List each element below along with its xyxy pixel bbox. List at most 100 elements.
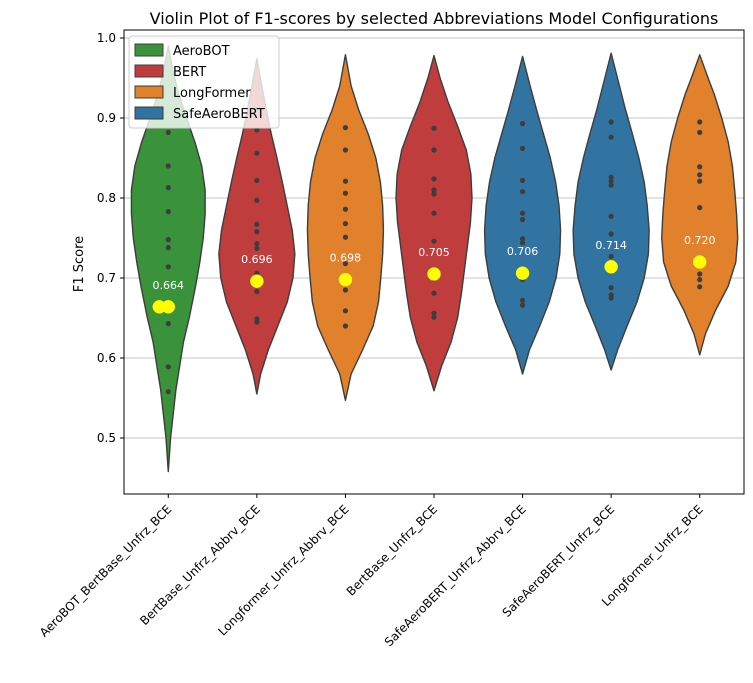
- legend-label: BERT: [173, 65, 206, 80]
- data-point: [608, 292, 614, 298]
- data-point: [697, 178, 703, 184]
- mean-marker: [692, 255, 707, 269]
- data-point: [254, 289, 260, 295]
- data-point: [165, 163, 171, 169]
- data-point: [697, 277, 703, 283]
- data-point: [165, 185, 171, 191]
- data-point: [431, 310, 437, 316]
- y-axis-label: F1 Score: [72, 236, 87, 292]
- data-point: [165, 364, 171, 370]
- data-point: [165, 264, 171, 270]
- data-point: [431, 176, 437, 182]
- mean-marker: [427, 267, 441, 281]
- data-point: [608, 134, 614, 140]
- data-point: [431, 210, 437, 216]
- mean-label: 0.698: [330, 252, 362, 265]
- data-point: [254, 150, 260, 156]
- data-point: [519, 302, 526, 308]
- legend-swatch: [134, 106, 164, 120]
- data-point: [254, 245, 260, 251]
- data-point: [519, 121, 526, 127]
- data-point: [254, 241, 260, 247]
- data-point: [165, 209, 171, 215]
- data-point: [342, 178, 349, 184]
- y-tick-label: 0.6: [97, 351, 116, 365]
- mean-label: 0.696: [241, 253, 273, 266]
- violin-body: [661, 54, 739, 356]
- mean-marker: [604, 260, 618, 274]
- data-point: [254, 221, 260, 227]
- data-point: [431, 290, 437, 296]
- data-point: [254, 127, 260, 133]
- data-point: [519, 145, 526, 151]
- y-tick-label: 1.0: [97, 31, 116, 45]
- legend-label: SafeAeroBERT: [173, 107, 265, 122]
- legend-label: LongFormer: [173, 86, 251, 101]
- data-point: [431, 238, 437, 244]
- data-point: [519, 297, 526, 303]
- data-point: [608, 174, 614, 180]
- data-point: [165, 129, 171, 135]
- data-point: [254, 229, 260, 235]
- violin-body: [572, 52, 650, 371]
- legend-box: [128, 35, 280, 129]
- data-point: [608, 231, 614, 237]
- violins: 0.664 0.696 0.698 0.705 0.706 0.714 0.720: [130, 45, 739, 473]
- data-point: [254, 197, 260, 203]
- mean-marker: [515, 266, 530, 280]
- data-point: [342, 234, 349, 240]
- data-point: [431, 191, 437, 197]
- data-point: [519, 236, 526, 242]
- data-point: [342, 190, 349, 196]
- data-point: [608, 213, 614, 219]
- legend: AeroBOT BERT LongFormer SafeAeroBERT: [128, 35, 280, 129]
- data-point: [342, 206, 349, 212]
- data-point: [519, 217, 526, 223]
- data-point: [519, 177, 526, 183]
- y-tick-label: 0.8: [97, 191, 116, 205]
- y-tick-label: 0.7: [97, 271, 116, 285]
- data-point: [431, 187, 437, 193]
- data-point: [342, 323, 349, 329]
- legend-swatch: [134, 64, 164, 78]
- mean-marker: [250, 274, 264, 288]
- data-point: [608, 253, 614, 259]
- violin-body: [395, 54, 473, 392]
- data-point: [254, 270, 260, 276]
- data-point: [165, 237, 171, 243]
- mean-label: 0.706: [507, 245, 539, 258]
- data-point: [697, 119, 703, 125]
- data-point: [342, 147, 349, 153]
- mean-label: 0.664: [153, 279, 185, 292]
- data-point: [431, 125, 437, 131]
- data-point: [697, 205, 703, 211]
- legend-swatch: [134, 43, 164, 57]
- data-point: [608, 178, 614, 184]
- data-point: [697, 164, 703, 170]
- mean-marker: [152, 300, 167, 314]
- violin-body: [306, 54, 385, 402]
- mean-marker: [338, 272, 353, 287]
- data-point: [254, 316, 260, 322]
- data-point: [697, 129, 703, 135]
- data-point: [342, 261, 349, 267]
- data-point: [697, 284, 703, 290]
- data-point: [342, 308, 349, 314]
- mean-label: 0.720: [684, 234, 716, 247]
- mean-label: 0.705: [418, 246, 450, 259]
- data-point: [608, 119, 614, 125]
- y-tick-label: 0.9: [97, 111, 116, 125]
- data-point: [342, 287, 349, 293]
- data-point: [519, 210, 526, 216]
- mean-label: 0.714: [595, 239, 627, 252]
- data-point: [342, 125, 349, 131]
- data-point: [519, 189, 526, 195]
- legend-swatch: [134, 85, 164, 99]
- data-point: [608, 285, 614, 291]
- data-point: [165, 245, 171, 251]
- legend-label: AeroBOT: [173, 44, 230, 59]
- data-point: [254, 177, 260, 183]
- data-point: [697, 172, 703, 178]
